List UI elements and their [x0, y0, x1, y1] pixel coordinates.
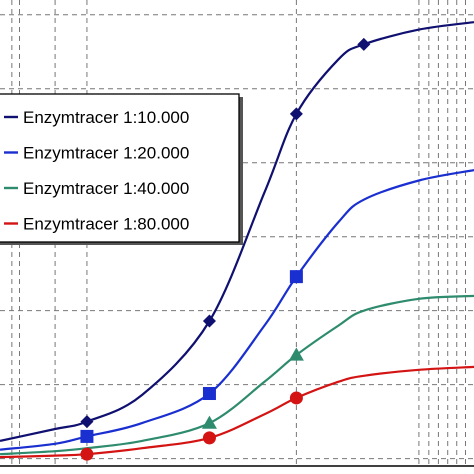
data-point-circle [80, 447, 94, 461]
data-point-diamond [289, 107, 303, 121]
series-4 [0, 365, 474, 461]
data-point-triangle [201, 415, 217, 429]
legend-label: Enzymtracer 1:10.000 [23, 108, 189, 127]
series-1 [0, 21, 474, 442]
data-point-triangle [288, 347, 304, 361]
data-point-square [289, 270, 303, 284]
series-line [0, 365, 474, 459]
data-point-diamond [202, 314, 216, 328]
legend-label: Enzymtracer 1:80.000 [23, 215, 189, 234]
series-line [0, 169, 474, 451]
data-point-diamond [357, 37, 371, 51]
legend-label: Enzymtracer 1:20.000 [23, 144, 189, 163]
series-line [0, 294, 474, 456]
series-2 [0, 169, 474, 451]
series-3 [0, 294, 474, 456]
data-point-circle [289, 391, 303, 405]
legend-label: Enzymtracer 1:40.000 [23, 179, 189, 198]
data-point-circle [202, 431, 216, 445]
series-layer [0, 21, 474, 461]
data-point-square [202, 387, 216, 401]
data-point-square [80, 429, 94, 443]
legend-box [0, 93, 240, 243]
data-point-diamond [80, 415, 94, 429]
legend: Enzymtracer 1:10.000 Enzymtracer 1:20.000… [0, 93, 243, 245]
